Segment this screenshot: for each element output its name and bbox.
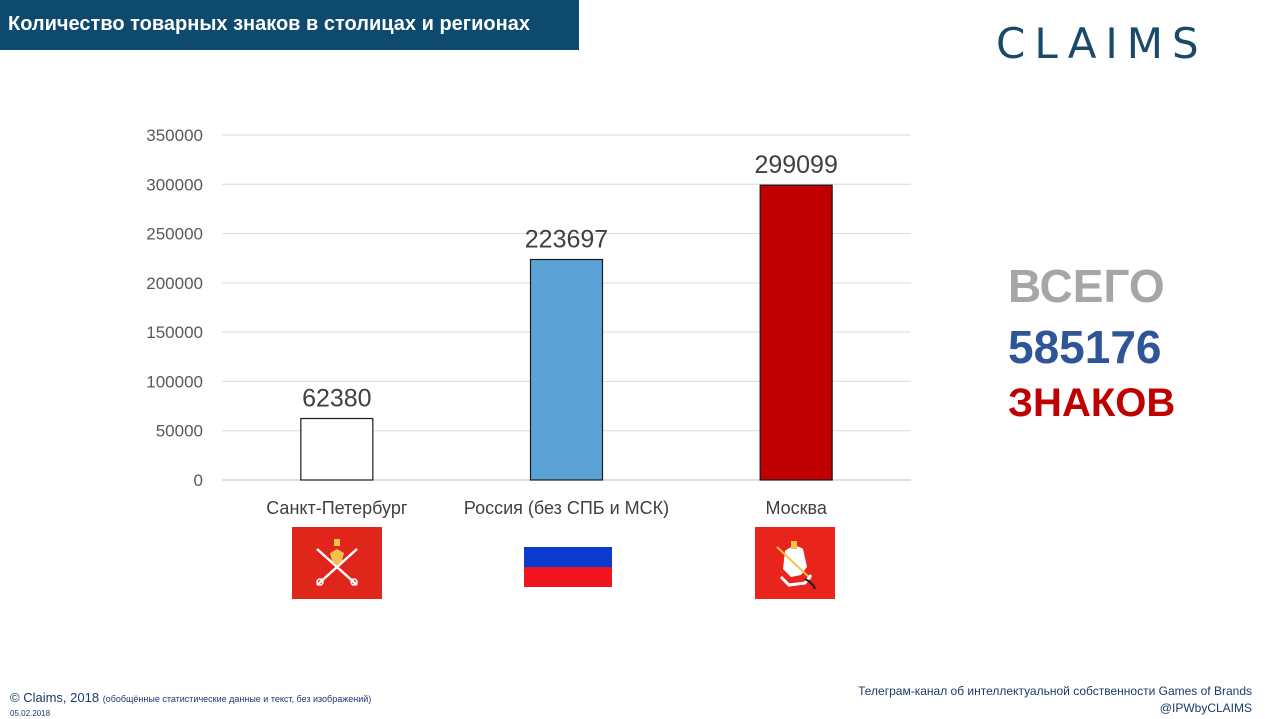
y-tick-label: 0 <box>194 471 203 490</box>
bar <box>300 417 374 481</box>
russia-flag-icon <box>524 527 612 587</box>
copyright-note: (обобщённые статистические данные и текс… <box>102 694 372 704</box>
channel-text: Телеграм-канал об интеллектуальной собст… <box>858 684 1252 698</box>
bar <box>759 184 833 481</box>
moscow-flag-icon <box>755 527 835 599</box>
data-label: 62380 <box>302 385 372 413</box>
footer-date: 05.02.2018 <box>10 709 51 718</box>
page-title: Количество товарных знаков в столицах и … <box>8 13 530 35</box>
total-value: 585176 <box>1008 321 1162 373</box>
data-label: 223697 <box>525 225 608 253</box>
bar <box>529 258 604 481</box>
y-tick-label: 350000 <box>146 126 203 145</box>
y-tick-label: 150000 <box>146 323 203 342</box>
y-tick-label: 300000 <box>146 175 203 194</box>
data-label: 299099 <box>754 151 837 179</box>
copyright-text: © Claims, 2018 <box>10 690 100 705</box>
claims-logo: CLAIMS <box>996 19 1208 68</box>
footer-channel: Телеграм-канал об интеллектуальной собст… <box>858 683 1252 717</box>
channel-handle: @IPWbyCLAIMS <box>1159 701 1252 715</box>
total-label-top: ВСЕГО <box>1008 260 1165 312</box>
y-tick-label: 100000 <box>146 372 203 391</box>
y-tick-label: 50000 <box>156 422 203 441</box>
x-tick-label: Москва <box>765 498 827 518</box>
total-label-bottom: ЗНАКОВ <box>1008 381 1176 425</box>
y-tick-label: 250000 <box>146 225 203 244</box>
footer-copyright: © Claims, 2018 (обобщённые статистически… <box>10 690 371 705</box>
title-bar: Количество товарных знаков в столицах и … <box>0 0 579 50</box>
x-tick-label: Санкт-Петербург <box>266 498 408 518</box>
saint-petersburg-flag-icon <box>292 527 382 599</box>
x-tick-label: Россия (без СПБ и МСК) <box>464 498 669 518</box>
y-tick-label: 200000 <box>146 274 203 293</box>
